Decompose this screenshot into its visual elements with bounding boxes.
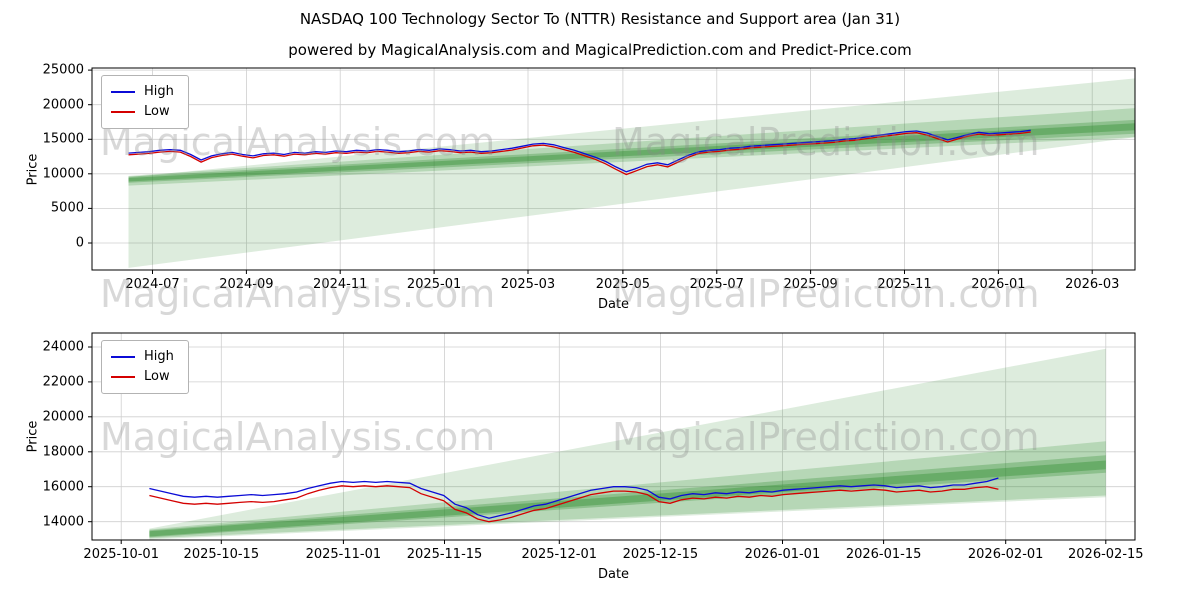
x-tick-label: 2025-11 [877, 277, 932, 292]
bottom-y-axis-label: Price [25, 420, 41, 453]
x-tick-label: 2026-01-01 [744, 547, 821, 562]
legend-label-low: Low [144, 369, 170, 385]
y-tick-label: 24000 [42, 339, 84, 355]
support-resistance-band [149, 455, 1106, 538]
low-line-swatch [111, 376, 135, 379]
plot-border [91, 67, 1136, 271]
chart-title: NASDAQ 100 Technology Sector To (NTTR) R… [299, 10, 901, 28]
x-tick-label: 2025-01 [406, 277, 462, 292]
x-tick-label: 2025-05 [595, 277, 651, 292]
support-resistance-band [128, 108, 1135, 186]
x-tick-label: 2026-01 [971, 277, 1026, 292]
support-resistance-band [128, 119, 1135, 183]
plot-border [91, 332, 1136, 541]
support-resistance-band [149, 460, 1106, 537]
legend-entry-high: High [111, 82, 174, 102]
x-tick-label: 2025-03 [500, 277, 556, 292]
x-tick-label: 2025-10-15 [183, 547, 260, 562]
bottom-legend: High Low [101, 340, 189, 395]
legend-label-high: High [144, 84, 174, 99]
y-tick-label: 15000 [42, 131, 84, 147]
low-line-swatch [111, 111, 135, 114]
top-x-axis-label: Date [597, 297, 630, 312]
legend-label-low: Low [144, 104, 170, 120]
top-chart-plot: Price Date High Low 2024-07 2024-09 2024-1… [26, 63, 1136, 312]
low-series-line [128, 131, 1031, 176]
y-tick-label: 16000 [42, 479, 84, 495]
y-tick-label: 20000 [42, 97, 84, 113]
x-tick-label: 2025-11-15 [406, 547, 483, 562]
x-tick-label: 2025-10-01 [83, 547, 159, 562]
x-tick-label: 2026-01-15 [845, 547, 922, 562]
y-tick-label: 22000 [42, 374, 84, 390]
x-tick-label: 2024-09 [219, 277, 274, 292]
bottom-x-axis-label: Date [597, 567, 630, 582]
x-tick-label: 2025-09 [783, 277, 838, 292]
high-line-swatch [111, 356, 135, 359]
x-tick-label: 2024-07 [125, 277, 180, 292]
y-tick-label: 10000 [42, 166, 84, 182]
x-tick-label: 2025-11-01 [305, 547, 382, 562]
y-tick-label: 0 [75, 235, 84, 251]
y-tick-label: 5000 [50, 200, 84, 216]
bottom-chart-plot: Price Date High Low 2025-10-01 2025-10-15… [26, 332, 1144, 582]
legend-entry-high: High [111, 347, 174, 367]
x-tick-label: 2025-07 [689, 277, 744, 292]
x-tick-label: 2024-11 [313, 277, 368, 292]
chart-subtitle: powered by MagicalAnalysis.com and Magic… [288, 41, 912, 59]
x-tick-label: 2026-03 [1065, 277, 1120, 292]
x-tick-label: 2026-02-01 [967, 547, 1044, 562]
x-tick-label: 2026-02-15 [1068, 547, 1144, 562]
top-legend: High Low [101, 75, 189, 130]
y-tick-label: 18000 [42, 444, 84, 460]
y-tick-label: 14000 [42, 514, 84, 530]
support-resistance-band [128, 123, 1135, 182]
y-tick-label: 25000 [42, 62, 84, 78]
high-series-line [128, 129, 1031, 173]
legend-label-high: High [144, 349, 174, 364]
x-tick-label: 2025-12-01 [521, 547, 598, 562]
top-y-axis-label: Price [25, 153, 41, 185]
legend-entry-low: Low [111, 367, 174, 387]
support-resistance-band [149, 441, 1106, 539]
support-resistance-band [149, 348, 1106, 540]
high-series-line [149, 477, 999, 519]
x-tick-label: 2025-12-15 [622, 547, 699, 562]
low-series-line [149, 485, 999, 523]
legend-entry-low: Low [111, 102, 174, 122]
y-tick-label: 20000 [42, 409, 84, 425]
high-line-swatch [111, 91, 135, 94]
